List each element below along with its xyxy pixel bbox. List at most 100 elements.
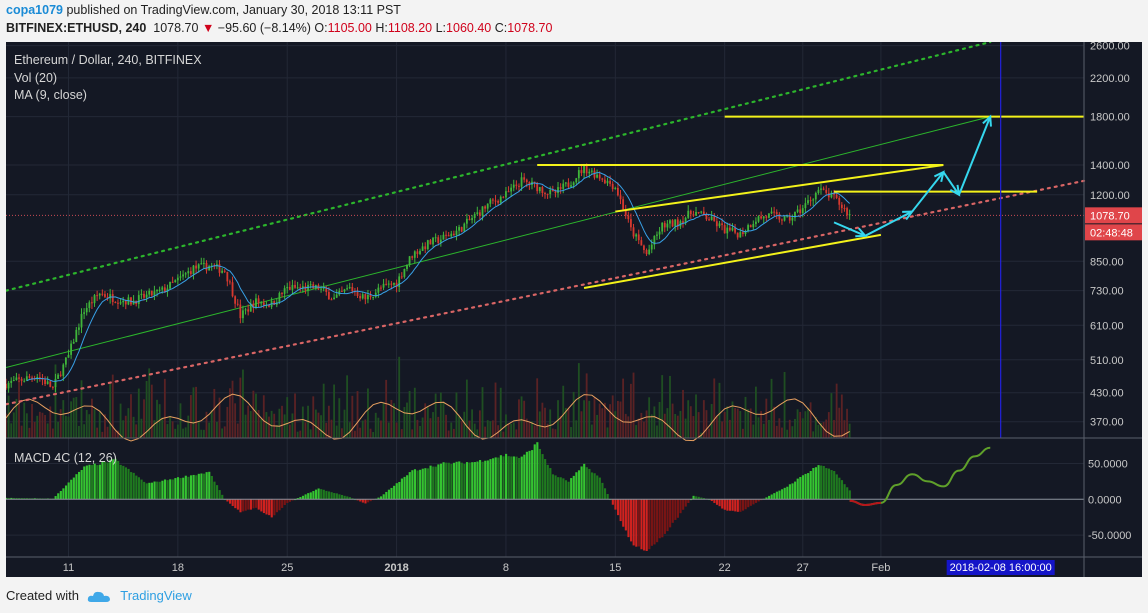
macd-bar <box>257 499 260 510</box>
volume-bar <box>689 406 692 438</box>
volume-bar <box>598 403 601 438</box>
macd-bar <box>523 454 526 500</box>
macd-bar <box>465 462 469 500</box>
macd-bar <box>299 496 302 500</box>
macd-bar <box>585 467 588 500</box>
trend-line[interactable] <box>615 164 944 213</box>
volume-bar <box>471 409 474 438</box>
macd-bar <box>174 478 177 500</box>
macd-bar <box>807 473 810 500</box>
volume-bar <box>301 406 304 438</box>
macd-bar <box>723 499 726 510</box>
time-axis[interactable]: 11 18 25 2018 8 15 22 27 Feb <box>63 562 891 574</box>
macd-bar <box>786 486 789 500</box>
candle-body <box>718 223 721 227</box>
last-price-tag-text: 1078.70 <box>1090 210 1130 222</box>
volume-bar <box>242 369 244 438</box>
forecast-arrow-segment[interactable] <box>942 171 960 196</box>
volume-bar <box>174 428 177 438</box>
macd-bar <box>656 499 659 543</box>
candle-body <box>601 178 604 180</box>
volume-bar <box>627 416 630 438</box>
candle-body <box>525 179 528 183</box>
macd-bar <box>80 469 83 500</box>
volume-bar <box>429 418 432 438</box>
ma-line <box>26 172 850 382</box>
macd-bar <box>497 457 500 500</box>
channel-line[interactable] <box>6 116 991 369</box>
macd-bar <box>283 499 286 506</box>
candle-body <box>434 237 437 239</box>
volume-bar <box>486 420 489 438</box>
candle-body <box>385 283 388 285</box>
volume-bar <box>38 411 41 438</box>
publish-text: published on TradingView.com, January 30… <box>62 3 401 17</box>
macd-axis[interactable]: 50.0000 0.0000 -50.0000 <box>1088 458 1131 542</box>
macd-bar <box>718 499 721 507</box>
tradingview-link[interactable]: TradingView <box>120 588 192 603</box>
price-tick-label: 2200.00 <box>1090 73 1130 85</box>
candle-body <box>406 264 408 269</box>
volume-bar <box>718 382 721 438</box>
volume-bar <box>814 416 817 438</box>
volume-bar <box>588 400 591 438</box>
price-axis[interactable]: 2600.00 2200.00 1800.00 1400.00 1200.00 850.0… <box>1090 42 1130 429</box>
volume-bars <box>6 356 851 442</box>
macd-bar <box>458 461 461 500</box>
candle-body <box>57 374 59 379</box>
macd-bar <box>682 499 685 510</box>
candle-body <box>294 284 296 288</box>
macd-bar <box>145 483 148 500</box>
volume-bar <box>455 392 458 438</box>
volume-bar <box>117 430 119 438</box>
macd-bar <box>273 499 276 516</box>
candle-body <box>465 218 468 224</box>
forecast-arrow-segment[interactable] <box>911 171 945 213</box>
candle-body <box>577 170 580 179</box>
candle-body <box>669 220 671 224</box>
volume-bar <box>111 374 114 438</box>
candle-body <box>822 188 825 190</box>
forecast-arrow-segment[interactable] <box>864 210 913 237</box>
author-link[interactable]: copa1079 <box>6 3 63 17</box>
macd-bar <box>814 467 818 500</box>
macd-tick-label: 50.0000 <box>1088 458 1128 470</box>
volume-bar <box>59 409 62 438</box>
volume-bar <box>15 398 18 438</box>
volume-bar <box>536 378 539 438</box>
candle-body <box>372 296 375 298</box>
volume-bar <box>67 416 70 438</box>
candle-body <box>122 300 125 303</box>
channel-line[interactable] <box>6 42 992 292</box>
volume-bar <box>12 412 15 438</box>
candle-body <box>820 188 822 190</box>
candle-body <box>460 227 463 232</box>
candle-body <box>106 296 109 299</box>
volume-bar <box>377 417 380 438</box>
volume-bar <box>557 400 559 438</box>
trend-line[interactable] <box>583 233 882 290</box>
macd-bar <box>434 466 437 500</box>
macd-bar <box>385 491 388 500</box>
volume-bar <box>757 417 760 438</box>
candle-body <box>736 232 739 238</box>
volume-bar <box>577 363 580 438</box>
volume-bar <box>478 410 481 438</box>
channel-lines <box>6 42 1086 406</box>
candle-body <box>38 377 41 379</box>
volume-bar <box>687 400 690 438</box>
candle-body <box>494 200 497 202</box>
macd-bar <box>848 490 851 500</box>
forecast-arrow-segment[interactable] <box>833 221 866 237</box>
channel-line[interactable] <box>6 179 1086 406</box>
volume-bar <box>218 397 221 438</box>
candle-body <box>301 286 304 288</box>
candle-body <box>778 214 781 220</box>
macd-bar <box>731 499 734 511</box>
macd-tick-label: -50.0000 <box>1088 530 1131 542</box>
forecast-arrow-segment[interactable] <box>958 116 992 196</box>
candle-body <box>551 189 554 192</box>
volume-bar <box>835 383 838 438</box>
candle-body <box>835 194 838 198</box>
chart-canvas[interactable]: 2600.002200.001800.001400.001200.00850.0… <box>6 42 1142 577</box>
